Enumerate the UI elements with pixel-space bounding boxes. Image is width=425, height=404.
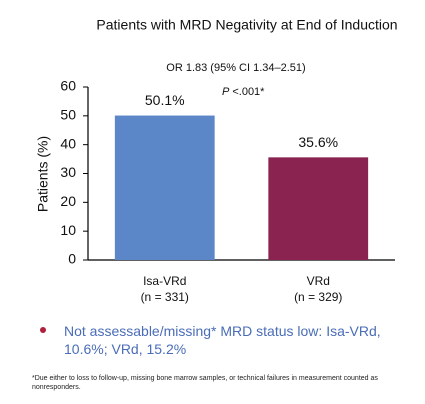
value-label: 50.1% bbox=[145, 92, 185, 108]
footnote: *Due either to loss to follow-up, missin… bbox=[32, 375, 378, 391]
bullet-text: Not assessable/missing* MRD status low: … bbox=[64, 323, 381, 357]
p-value: P <.001* bbox=[222, 86, 265, 98]
y-axis-label: Patients (%) bbox=[35, 136, 51, 212]
x-tick-label: VRd bbox=[307, 274, 330, 288]
chart: Patients with MRD Negativity at End of I… bbox=[35, 17, 398, 304]
value-label: 35.6% bbox=[298, 134, 338, 150]
y-tick-label: 60 bbox=[60, 78, 76, 94]
y-tick-label: 0 bbox=[68, 251, 76, 267]
y-tick-label: 40 bbox=[60, 135, 76, 151]
y-tick-label: 20 bbox=[60, 193, 76, 209]
x-tick-label: Isa-VRd bbox=[143, 274, 186, 288]
x-tick-note: (n = 331) bbox=[141, 290, 189, 304]
bar bbox=[114, 115, 215, 260]
chart-title: Patients with MRD Negativity at End of I… bbox=[96, 17, 397, 33]
x-tick-note: (n = 329) bbox=[294, 290, 342, 304]
y-tick-label: 50 bbox=[60, 107, 76, 123]
p-number: <.001* bbox=[232, 86, 265, 98]
y-tick-label: 10 bbox=[60, 222, 76, 238]
p-symbol: P bbox=[222, 86, 230, 98]
bar bbox=[268, 157, 369, 260]
y-tick-label: 30 bbox=[60, 164, 76, 180]
bullet-dot bbox=[40, 327, 46, 333]
annotation: OR 1.83 (95% CI 1.34–2.51) bbox=[166, 62, 305, 74]
